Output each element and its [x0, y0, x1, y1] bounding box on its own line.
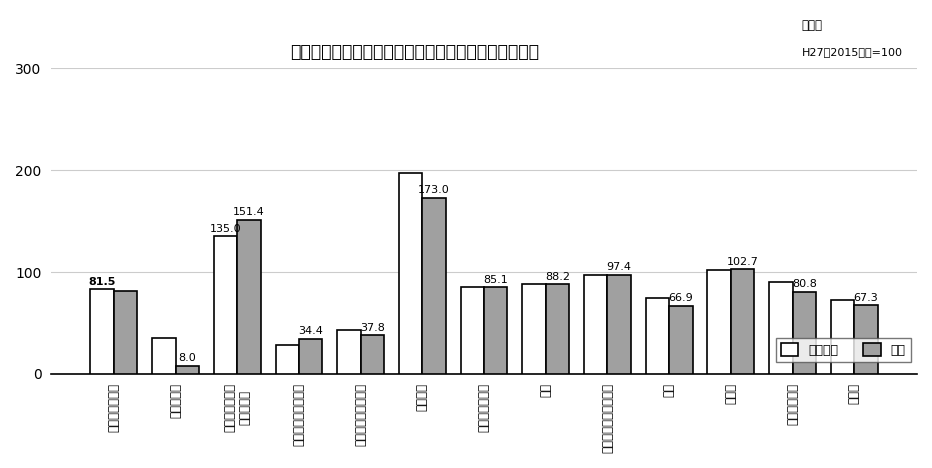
Bar [114, 291, 137, 374]
Bar [830, 300, 855, 374]
Text: 102.7: 102.7 [727, 257, 759, 267]
Bar [707, 270, 731, 374]
Bar [422, 197, 445, 374]
Text: 66.9: 66.9 [668, 293, 693, 303]
Bar [546, 284, 569, 374]
Title: 業種別の生産指数（原指数）の当月と前年同月の比較: 業種別の生産指数（原指数）の当月と前年同月の比較 [290, 43, 540, 61]
Bar [361, 336, 384, 374]
Text: 173.0: 173.0 [418, 185, 450, 195]
Bar [337, 330, 361, 374]
Bar [484, 287, 508, 374]
Bar [90, 289, 114, 374]
Text: 151.4: 151.4 [233, 207, 265, 217]
Text: 34.4: 34.4 [298, 326, 323, 336]
Text: 原指数: 原指数 [802, 19, 823, 32]
Bar [792, 292, 816, 374]
Bar [646, 298, 669, 374]
Text: 67.3: 67.3 [854, 293, 878, 303]
Text: 88.2: 88.2 [545, 271, 570, 282]
Bar [731, 269, 754, 374]
Text: 81.5: 81.5 [89, 277, 116, 287]
Bar [299, 339, 322, 374]
Bar [669, 306, 692, 374]
Bar [238, 219, 261, 374]
Bar [769, 282, 792, 374]
Text: 37.8: 37.8 [360, 323, 385, 333]
Bar [608, 275, 631, 374]
Bar [175, 366, 199, 374]
Bar [152, 338, 175, 374]
Text: H27（2015）年=100: H27（2015）年=100 [802, 47, 902, 57]
Bar [399, 173, 422, 374]
Bar [276, 345, 299, 374]
Text: 135.0: 135.0 [210, 224, 241, 234]
Bar [522, 284, 546, 374]
Bar [213, 236, 238, 374]
Bar [855, 306, 878, 374]
Text: 85.1: 85.1 [484, 275, 508, 285]
Text: 80.8: 80.8 [792, 279, 816, 289]
Text: 97.4: 97.4 [607, 262, 632, 272]
Bar [584, 275, 608, 374]
Text: 8.0: 8.0 [178, 353, 197, 363]
Legend: 前年同月, 当月: 前年同月, 当月 [775, 338, 911, 362]
Bar [460, 287, 484, 374]
